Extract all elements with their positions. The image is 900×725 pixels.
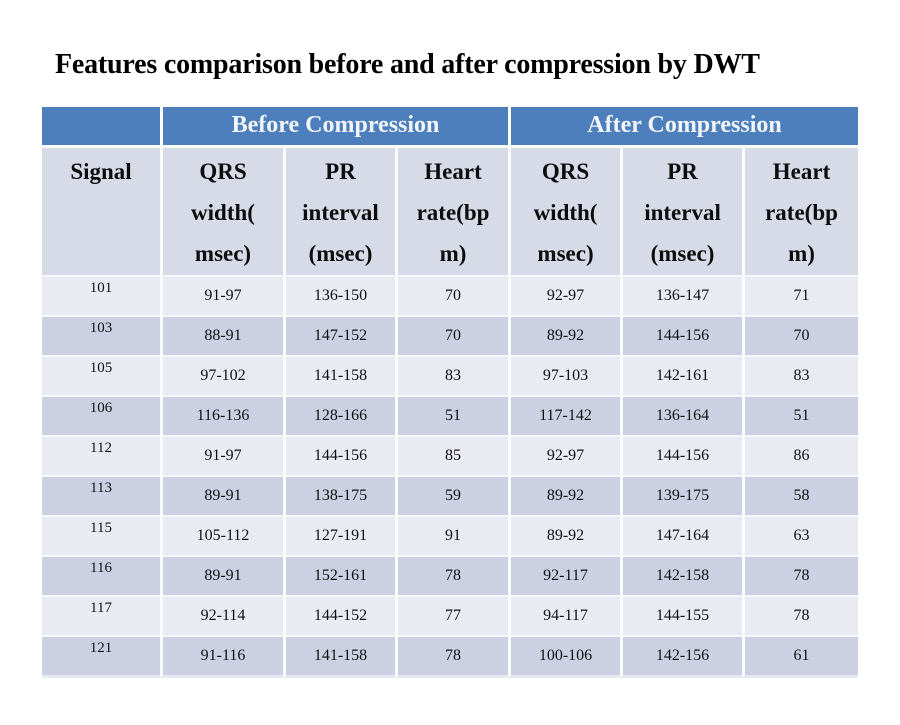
column-header-signal: Signal [42,147,160,275]
cell-signal: 113 [42,474,160,515]
cell-qrs-before: 92-114 [160,594,283,635]
cell-signal: 103 [42,314,160,355]
cell-hr-after: 70 [742,314,859,355]
column-header-qrs-before: QRS width( msec) [160,147,283,275]
cell-qrs-before: 91-97 [160,434,283,475]
cell-qrs-after: 92-97 [508,274,621,315]
table-row: 106 116-136 128-166 51 117-142 136-164 5… [42,394,859,435]
cell-pr-before: 141-158 [283,354,395,395]
cell-hr-after: 58 [742,474,859,515]
cell-signal: 121 [42,634,160,678]
cell-qrs-before: 89-91 [160,474,283,515]
cell-pr-after: 136-147 [620,274,743,315]
cell-hr-before: 78 [395,554,509,595]
cell-pr-after: 142-156 [620,634,743,678]
cell-qrs-after: 94-117 [508,594,621,635]
cell-hr-before: 70 [395,274,509,315]
column-header-hr-before: Heart rate(bp m) [395,147,509,275]
cell-hr-after: 83 [742,354,859,395]
cell-pr-after: 142-158 [620,554,743,595]
column-header-hr-after: Heart rate(bp m) [742,147,859,275]
column-header-qrs-after: QRS width( msec) [508,147,621,275]
cell-hr-before: 59 [395,474,509,515]
group-header-after: After Compression [508,106,859,148]
cell-pr-before: 128-166 [283,394,395,435]
cell-pr-after: 147-164 [620,514,743,555]
cell-pr-before: 152-161 [283,554,395,595]
cell-hr-after: 61 [742,634,859,678]
group-header-before: Before Compression [160,106,509,148]
cell-pr-before: 136-150 [283,274,395,315]
cell-pr-after: 144-156 [620,314,743,355]
cell-qrs-before: 88-91 [160,314,283,355]
group-header-row: Before Compression After Compression [42,106,859,148]
cell-qrs-before: 105-112 [160,514,283,555]
cell-hr-before: 85 [395,434,509,475]
cell-signal: 116 [42,554,160,595]
cell-qrs-before: 97-102 [160,354,283,395]
table-row: 112 91-97 144-156 85 92-97 144-156 86 [42,434,859,475]
cell-pr-before: 147-152 [283,314,395,355]
cell-pr-after: 144-156 [620,434,743,475]
table-row: 121 91-116 141-158 78 100-106 142-156 61 [42,634,859,678]
table-row: 117 92-114 144-152 77 94-117 144-155 78 [42,594,859,635]
cell-pr-before: 144-156 [283,434,395,475]
cell-signal: 115 [42,514,160,555]
cell-hr-after: 71 [742,274,859,315]
cell-pr-after: 139-175 [620,474,743,515]
cell-qrs-before: 89-91 [160,554,283,595]
cell-qrs-before: 91-97 [160,274,283,315]
cell-signal: 101 [42,274,160,315]
cell-hr-after: 51 [742,394,859,435]
cell-qrs-after: 97-103 [508,354,621,395]
cell-signal: 106 [42,394,160,435]
cell-qrs-after: 89-92 [508,474,621,515]
table-row: 105 97-102 141-158 83 97-103 142-161 83 [42,354,859,395]
cell-qrs-after: 92-97 [508,434,621,475]
corner-cell [42,106,160,148]
cell-pr-before: 141-158 [283,634,395,678]
cell-qrs-after: 92-117 [508,554,621,595]
cell-hr-before: 78 [395,634,509,678]
cell-hr-before: 77 [395,594,509,635]
cell-hr-before: 70 [395,314,509,355]
page-title: Features comparison before and after com… [55,49,760,80]
cell-qrs-after: 117-142 [508,394,621,435]
cell-qrs-after: 89-92 [508,314,621,355]
cell-qrs-before: 91-116 [160,634,283,678]
table-row: 113 89-91 138-175 59 89-92 139-175 58 [42,474,859,515]
cell-qrs-after: 89-92 [508,514,621,555]
cell-hr-before: 83 [395,354,509,395]
cell-qrs-before: 116-136 [160,394,283,435]
slide: Features comparison before and after com… [0,49,900,725]
cell-qrs-after: 100-106 [508,634,621,678]
table-row: 103 88-91 147-152 70 89-92 144-156 70 [42,314,859,355]
table-row: 116 89-91 152-161 78 92-117 142-158 78 [42,554,859,595]
cell-signal: 112 [42,434,160,475]
cell-hr-after: 78 [742,554,859,595]
cell-hr-after: 86 [742,434,859,475]
cell-pr-before: 138-175 [283,474,395,515]
cell-signal: 105 [42,354,160,395]
cell-signal: 117 [42,594,160,635]
cell-pr-before: 144-152 [283,594,395,635]
cell-hr-before: 91 [395,514,509,555]
column-header-pr-after: PR interval (msec) [620,147,743,275]
table-row: 101 91-97 136-150 70 92-97 136-147 71 [42,274,859,315]
table-row: 115 105-112 127-191 91 89-92 147-164 63 [42,514,859,555]
features-comparison-table: Before Compression After Compression Sig… [42,106,859,678]
cell-pr-after: 136-164 [620,394,743,435]
cell-pr-after: 142-161 [620,354,743,395]
cell-pr-before: 127-191 [283,514,395,555]
cell-hr-after: 63 [742,514,859,555]
cell-hr-before: 51 [395,394,509,435]
cell-hr-after: 78 [742,594,859,635]
column-header-pr-before: PR interval (msec) [283,147,395,275]
cell-pr-after: 144-155 [620,594,743,635]
column-header-row: Signal QRS width( msec) PR interval (mse… [42,147,859,275]
